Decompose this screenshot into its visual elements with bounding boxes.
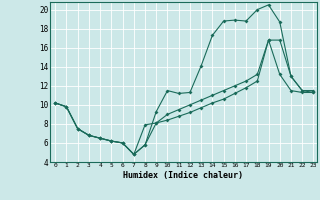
X-axis label: Humidex (Indice chaleur): Humidex (Indice chaleur) [123, 171, 243, 180]
